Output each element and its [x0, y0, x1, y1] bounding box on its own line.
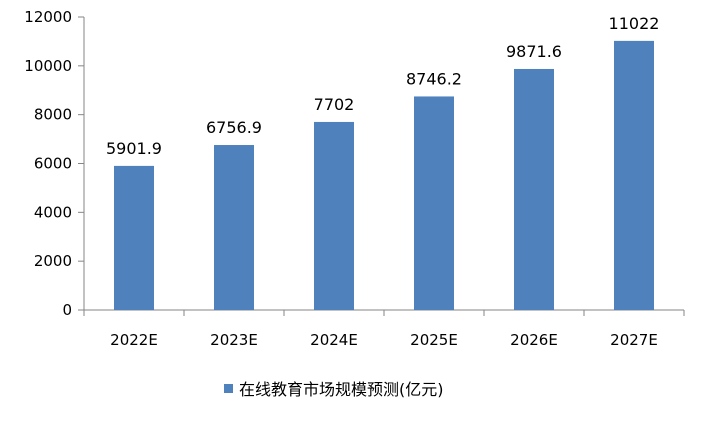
- data-labels: 5901.9 6756.9 7702 8746.2 9871.6 11022: [106, 14, 659, 158]
- data-label: 9871.6: [506, 42, 562, 61]
- bar: [314, 121, 354, 310]
- legend-swatch: [224, 384, 233, 393]
- x-tick-label: 2025E: [410, 331, 458, 349]
- data-label: 8746.2: [406, 69, 462, 88]
- legend-label: 在线教育市场规模预测(亿元): [239, 380, 444, 399]
- data-label: 7702: [314, 95, 355, 114]
- bar: [614, 40, 654, 310]
- x-tick-label: 2026E: [510, 331, 558, 349]
- data-label: 6756.9: [206, 118, 262, 137]
- data-label: 5901.9: [106, 139, 162, 158]
- bar: [214, 145, 254, 310]
- data-label: 11022: [609, 14, 660, 33]
- y-tick-label: 0: [62, 301, 72, 319]
- y-tick-label: 8000: [34, 106, 72, 124]
- y-tick-label: 2000: [34, 252, 72, 270]
- x-tick-label: 2023E: [210, 331, 258, 349]
- y-tick-label: 10000: [24, 57, 72, 75]
- y-tick-label: 4000: [34, 203, 72, 221]
- x-tick-label: 2022E: [110, 331, 158, 349]
- y-tick-label: 12000: [24, 8, 72, 26]
- bar: [414, 96, 454, 310]
- x-axis: 2022E 2023E 2024E 2025E 2026E 2027E: [83, 309, 685, 349]
- bars: [114, 40, 654, 310]
- bar: [114, 165, 154, 310]
- x-tick-label: 2024E: [310, 331, 358, 349]
- y-axis: 0 2000 4000 6000 8000 10000 12000: [24, 8, 85, 319]
- y-tick-label: 6000: [34, 155, 72, 173]
- x-tick-label: 2027E: [610, 331, 658, 349]
- bar: [514, 68, 554, 310]
- legend: 在线教育市场规模预测(亿元): [224, 380, 444, 399]
